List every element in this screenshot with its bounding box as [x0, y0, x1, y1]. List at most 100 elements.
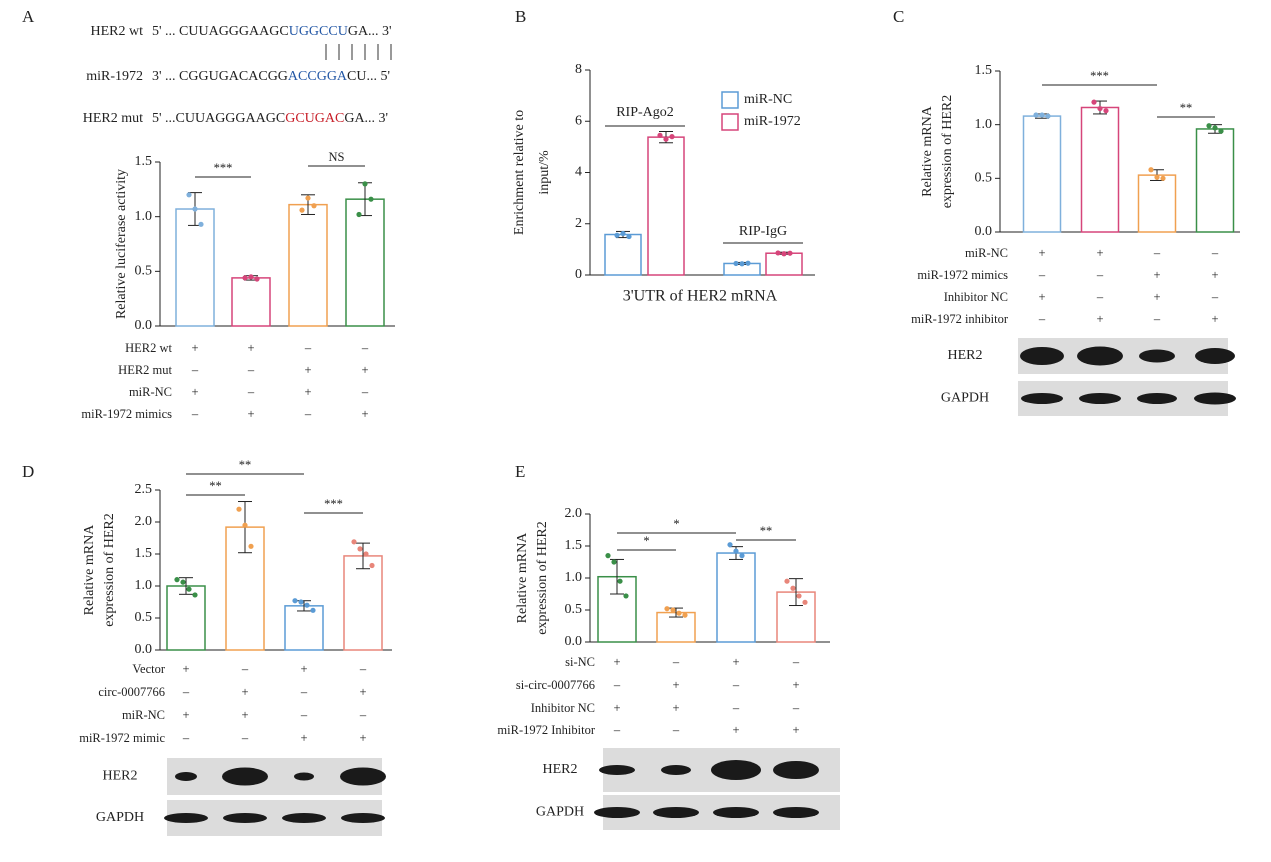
condition-sign: – [361, 385, 369, 399]
data-point [669, 134, 675, 140]
data-point [796, 593, 802, 599]
sequence: 5' ...CUUAGGGAAGCGCUGACGA... 3' [152, 111, 388, 126]
bar [1137, 174, 1177, 233]
condition-label: Vector [132, 662, 165, 676]
condition-sign: + [361, 407, 368, 421]
legend-swatch [721, 91, 739, 109]
blot-band [711, 760, 761, 780]
data-point [781, 251, 787, 257]
condition-sign: + [304, 363, 311, 377]
data-point [174, 577, 180, 583]
y-axis-label: Relative luciferase activity [114, 169, 129, 319]
blot-band [1194, 392, 1236, 405]
data-point [620, 230, 626, 237]
condition-sign: – [359, 662, 367, 676]
condition-sign: + [182, 662, 189, 676]
condition-sign: – [1153, 312, 1161, 326]
condition-sign: + [191, 385, 198, 399]
condition-sign: + [792, 723, 799, 737]
data-point [745, 260, 751, 266]
y-tick-label: 1.0 [565, 570, 583, 585]
condition-sign: – [792, 655, 800, 669]
condition-sign: – [182, 731, 190, 745]
blot-band [594, 807, 640, 818]
condition-sign: + [182, 708, 189, 722]
sequence-suffix: CU... 5' [347, 69, 390, 84]
blot-band [175, 772, 197, 781]
significance-label: *** [214, 161, 233, 175]
condition-sign: + [1153, 268, 1160, 282]
data-point [304, 602, 310, 608]
significance-label: * [673, 517, 679, 531]
condition-sign: + [191, 341, 198, 355]
condition-sign: + [247, 341, 254, 355]
data-point [357, 546, 363, 552]
bar [1195, 128, 1235, 233]
data-point [733, 548, 739, 554]
bar [284, 605, 324, 651]
condition-label: si-NC [565, 655, 595, 669]
condition-sign: + [672, 701, 679, 715]
data-point [363, 551, 369, 557]
condition-sign: + [241, 708, 248, 722]
blot-band [1139, 349, 1175, 363]
y-axis-label: Relative mRNA [82, 524, 97, 615]
condition-sign: – [300, 685, 308, 699]
sequence-prefix: 3' ... CGGUGACACGG [152, 69, 288, 84]
condition-sign: + [1096, 312, 1103, 326]
sequence-prefix: 5' ...CUUAGGGAAGC [152, 111, 285, 126]
y-tick-label: 2.0 [135, 514, 153, 529]
y-tick-label: 0.0 [135, 642, 153, 657]
significance-label: ** [760, 524, 773, 538]
y-tick-label: 8 [575, 62, 582, 77]
bar [1022, 115, 1062, 233]
sequence: 5' ... CUUAGGGAAGCUGGCCUGA... 3' [152, 24, 392, 39]
data-point [657, 132, 663, 138]
y-tick-label: 0.5 [975, 171, 993, 186]
legend-label: miR-NC [744, 92, 792, 107]
condition-sign: – [359, 708, 367, 722]
data-point [180, 579, 186, 585]
blot-band [1137, 393, 1177, 404]
binding-site: GCUGAC [285, 111, 344, 126]
y-tick-label: 0.5 [135, 264, 153, 279]
condition-label: miR-1972 Inhibitor [497, 723, 595, 737]
sequence-name: miR-1972 [86, 69, 143, 84]
data-point [1206, 123, 1212, 129]
data-point [248, 543, 254, 549]
data-point [299, 207, 305, 213]
data-point [186, 586, 192, 592]
y-tick-label: 1.5 [565, 538, 583, 553]
data-point [1148, 167, 1154, 173]
condition-sign: – [1211, 290, 1219, 304]
y-axis-label: Relative mRNA [920, 105, 935, 196]
condition-sign: + [304, 385, 311, 399]
panel-label: E [515, 462, 525, 481]
y-tick-label: 1.0 [135, 578, 153, 593]
data-point [356, 211, 362, 218]
data-point [310, 607, 316, 613]
condition-label: HER2 mut [118, 363, 172, 377]
condition-label: miR-1972 inhibitor [911, 312, 1009, 326]
blot-band [340, 767, 386, 786]
y-tick-label: 4 [575, 165, 582, 180]
data-point [670, 607, 676, 613]
sequence-suffix: GA... 3' [344, 111, 388, 126]
blot-label: HER2 [103, 769, 138, 784]
y-tick-label: 2 [575, 216, 582, 231]
data-point [739, 553, 745, 559]
data-point [192, 206, 198, 212]
bar [716, 552, 756, 643]
blot-band [773, 807, 819, 818]
condition-sign: – [1096, 290, 1104, 304]
data-point [242, 522, 248, 528]
data-point [605, 553, 611, 559]
blot-band [1020, 347, 1064, 365]
condition-label: miR-NC [129, 385, 172, 399]
legend-swatch [721, 113, 739, 131]
condition-sign: – [191, 363, 199, 377]
data-point [611, 559, 617, 565]
condition-sign: + [247, 407, 254, 421]
condition-sign: + [1038, 246, 1045, 260]
